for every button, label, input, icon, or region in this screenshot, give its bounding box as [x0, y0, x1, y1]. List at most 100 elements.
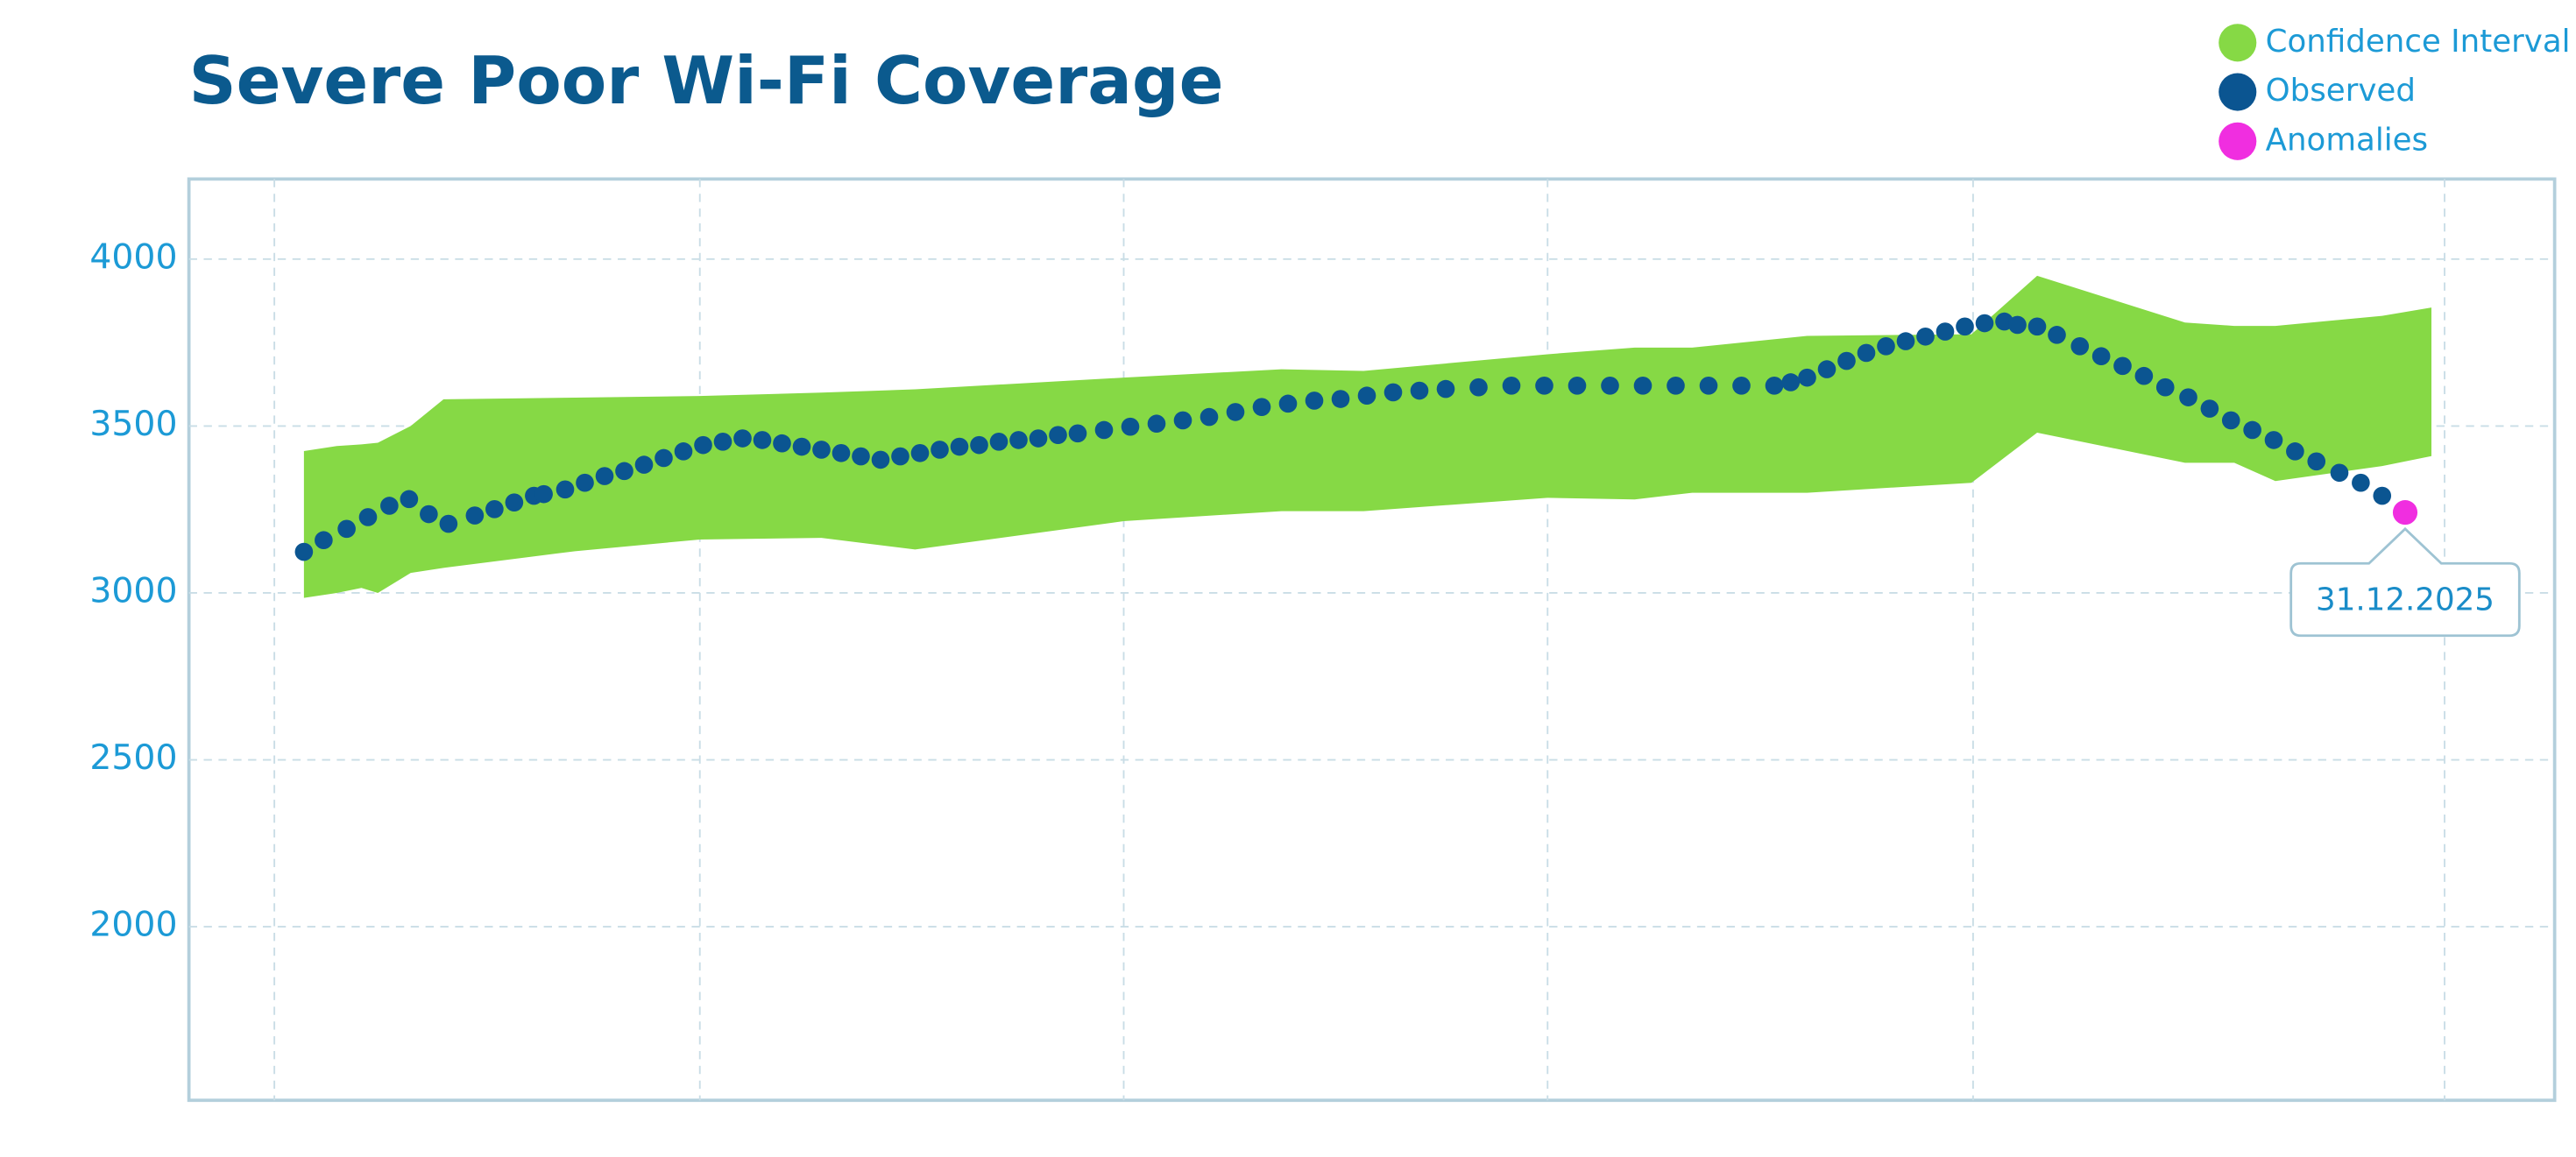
- observed-point: [556, 480, 575, 499]
- y-tick-label: 2000: [89, 905, 177, 945]
- observed-point: [1699, 376, 1718, 395]
- observed-point: [1601, 376, 1619, 395]
- legend-swatch: [2219, 122, 2257, 160]
- observed-point: [1252, 398, 1271, 416]
- observed-point: [615, 462, 633, 481]
- observed-point: [2330, 463, 2349, 483]
- observed-point: [1410, 381, 1429, 400]
- observed-point: [1502, 376, 1521, 395]
- observed-point: [1857, 343, 1876, 363]
- observed-point: [950, 437, 969, 456]
- observed-point: [1009, 431, 1028, 449]
- observed-point: [1765, 376, 1784, 395]
- observed-point: [891, 447, 909, 466]
- observed-point: [1732, 376, 1751, 395]
- plot-frame: [187, 177, 2557, 1103]
- observed-point: [1173, 411, 1192, 430]
- y-tick-label: 3000: [89, 570, 177, 610]
- observed-point: [1568, 376, 1587, 395]
- observed-point: [1781, 373, 1801, 392]
- y-tick-label: 3500: [89, 404, 177, 444]
- observed-point: [634, 455, 654, 474]
- observed-point: [753, 431, 772, 449]
- observed-point: [1916, 327, 1935, 346]
- observed-point: [315, 531, 333, 550]
- observed-point: [1049, 426, 1067, 445]
- observed-point: [655, 448, 673, 468]
- legend-label: Anomalies: [2266, 122, 2428, 158]
- y-tick-label: 2500: [89, 737, 177, 778]
- observed-point: [1877, 337, 1895, 356]
- y-tick-label: 4000: [89, 236, 177, 277]
- observed-point: [1896, 332, 1915, 350]
- observed-point: [2264, 431, 2283, 449]
- observed-point: [505, 493, 524, 511]
- legend-swatch: [2219, 24, 2257, 62]
- observed-point: [576, 473, 594, 492]
- observed-point: [2179, 388, 2197, 406]
- tooltip-label: 31.12.2025: [2316, 582, 2495, 617]
- observed-point: [380, 497, 399, 515]
- observed-point: [1226, 403, 1245, 421]
- observed-point: [2008, 315, 2027, 335]
- tooltip-box: [2289, 526, 2521, 638]
- observed-point: [713, 433, 732, 451]
- observed-point: [852, 447, 870, 466]
- legend-swatch: [2219, 73, 2257, 111]
- observed-point: [2373, 486, 2392, 505]
- observed-point: [931, 441, 949, 459]
- observed-point: [832, 443, 851, 462]
- observed-point: [1469, 377, 1488, 397]
- observed-point: [2221, 411, 2240, 430]
- observed-point: [465, 506, 485, 525]
- observed-point: [294, 542, 314, 561]
- observed-point: [674, 442, 693, 461]
- observed-point: [2070, 337, 2090, 356]
- observed-point: [1305, 392, 1324, 410]
- observed-point: [1535, 376, 1553, 395]
- observed-point: [812, 441, 831, 459]
- observed-point: [1068, 424, 1087, 443]
- observed-point: [1121, 417, 1140, 436]
- observed-point: [1633, 376, 1652, 395]
- observed-point: [2155, 377, 2175, 397]
- observed-point: [1837, 351, 1856, 370]
- observed-point: [1278, 394, 1298, 413]
- observed-point: [1384, 383, 1403, 402]
- observed-point: [792, 437, 811, 456]
- observed-point: [2028, 317, 2047, 336]
- observed-point: [1094, 420, 1114, 440]
- observed-point: [1817, 360, 1836, 378]
- observed-point: [485, 499, 504, 519]
- observed-point: [1667, 376, 1685, 395]
- observed-point: [871, 450, 890, 469]
- observed-point: [970, 435, 988, 455]
- observed-point: [694, 435, 712, 455]
- observed-point: [2200, 399, 2219, 418]
- legend-label: Observed: [2266, 73, 2416, 109]
- anomaly-point: [2392, 500, 2418, 526]
- observed-point: [358, 508, 378, 526]
- observed-point: [1975, 314, 1994, 333]
- observed-point: [773, 434, 791, 453]
- observed-point: [2134, 366, 2154, 385]
- observed-point: [733, 429, 752, 448]
- observed-point: [910, 443, 930, 462]
- observed-point: [2352, 473, 2370, 492]
- observed-point: [534, 484, 553, 504]
- legend-label: Confidence Interval: [2266, 24, 2571, 60]
- observed-point: [595, 467, 614, 485]
- observed-point: [2243, 420, 2261, 440]
- observed-point: [2286, 442, 2304, 461]
- observed-point: [439, 514, 458, 533]
- confidence-band: [303, 275, 2431, 598]
- observed-point: [1357, 386, 1376, 406]
- observed-point: [1029, 429, 1048, 448]
- observed-point: [337, 519, 356, 539]
- observed-point: [400, 490, 419, 509]
- observed-point: [2113, 356, 2132, 376]
- chart-title: Severe Poor Wi-Fi Coverage: [189, 42, 1224, 119]
- observed-point: [1936, 322, 1955, 341]
- observed-point: [2091, 347, 2111, 366]
